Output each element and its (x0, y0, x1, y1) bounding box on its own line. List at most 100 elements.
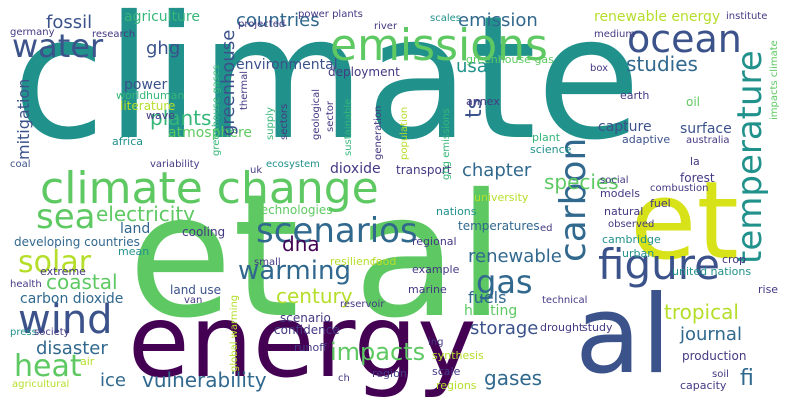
word-global-warming: global warming (229, 294, 240, 372)
word-box: box (590, 63, 609, 74)
word-ecosystem: ecosystem (266, 159, 320, 170)
word-nations: nations (436, 205, 477, 218)
word-example: example (412, 263, 460, 276)
word-fuels: fuels (468, 288, 507, 307)
word-gases: gases (484, 366, 543, 390)
word-cambridge: cambridge (602, 233, 661, 246)
word-carbon: carbon (553, 137, 594, 262)
word-dioxide: dioxide (330, 161, 381, 177)
word-fi: fi (740, 366, 754, 391)
word-resilience: resilience (330, 255, 383, 268)
word-medium: medium (594, 29, 636, 40)
word-et: et (630, 159, 739, 284)
word-research: research (92, 29, 136, 40)
word-power-plants: power plants (298, 9, 363, 20)
word-small: small (254, 257, 281, 268)
word-ed: ed (540, 223, 553, 234)
word-adaptive: adaptive (622, 133, 671, 146)
word-scales: scales (430, 13, 461, 24)
word-climate: climate (12, 0, 641, 178)
word-region: region (372, 367, 407, 380)
word-population: population (399, 106, 410, 160)
word-runoff: runoff (294, 341, 327, 354)
word-scenarios: scenarios (256, 211, 418, 251)
word-atmosphere: atmosphere (168, 125, 252, 141)
word-society: society (34, 327, 70, 338)
word-wave: wave (146, 109, 176, 122)
word-drought: drought (540, 321, 584, 334)
word-coastal: coastal (46, 270, 118, 294)
word-greenhouse-gas: greenhouse gas (466, 53, 554, 66)
word-van: van (184, 295, 203, 306)
word-regional: regional (412, 235, 457, 248)
word-australia: australia (686, 135, 730, 146)
word-rise: rise (758, 283, 779, 296)
word-greenhouse-gases: greenhouse gases (211, 64, 222, 156)
word-ing: ing (428, 337, 444, 348)
word-species: species (544, 170, 619, 194)
word-heat: heat (14, 349, 82, 384)
word-capture: capture (598, 119, 652, 135)
word-cooling: cooling (182, 225, 226, 239)
word-gas: gas (476, 263, 533, 301)
word-agricultural: agricultural (12, 379, 70, 390)
word-heating: heating (464, 303, 518, 319)
word-storage: storage (470, 318, 539, 339)
word-health: health (10, 279, 42, 290)
word-uk: uk (250, 165, 263, 176)
word-tropical: tropical (664, 300, 739, 324)
word-disaster: disaster (36, 338, 108, 359)
word-electricity: electricity (96, 202, 196, 226)
word-ch: ch (338, 373, 350, 384)
word-land-use: land use (170, 283, 221, 297)
word-ice: ice (100, 370, 126, 391)
word-geological: geological (311, 88, 322, 140)
word-power: power (124, 77, 168, 93)
word-press: press (10, 327, 37, 338)
word-figure: figure (598, 240, 720, 289)
word-surface: surface (680, 121, 732, 137)
word-water: water (12, 27, 104, 65)
word-urban: urban (622, 247, 655, 260)
word-fuel: fuel (650, 197, 671, 210)
word-capacity: capacity (680, 379, 727, 392)
word-soil: soil (712, 369, 729, 380)
word-plants: plants (150, 106, 212, 130)
word-scenario: scenario (280, 311, 331, 325)
word-reservoir: reservoir (340, 299, 385, 310)
word-marine: marine (408, 283, 447, 296)
word-greenhouse: greenhouse (218, 29, 239, 136)
word-projected: projected (238, 19, 286, 30)
word-journal: journal (680, 324, 742, 345)
word-climate-change: climate change (40, 163, 379, 214)
word-al: al (575, 273, 672, 398)
word-renewable-energy: renewable energy (594, 9, 721, 25)
word-deployment: deployment (328, 65, 400, 79)
word-crop: crop (722, 253, 747, 266)
word-land: land (120, 221, 151, 237)
word-combustion: combustion (650, 183, 709, 194)
word-extreme: extreme (40, 265, 86, 278)
word-usa: usa (456, 56, 488, 77)
word-ghg-emissions: ghg emissions (441, 108, 452, 180)
word-natural: natural (604, 205, 644, 218)
word-transport: transport (396, 163, 452, 177)
word-institute: institute (726, 11, 768, 22)
word-impacts: impacts (330, 338, 426, 366)
word-carbon-dioxide: carbon dioxide (20, 291, 124, 307)
word-confidence: confidence (274, 323, 340, 337)
word-thermal: thermal (239, 71, 250, 110)
word-agriculture: agriculture (124, 9, 200, 25)
word-environmental: environmental (236, 57, 338, 73)
word-study: study (582, 321, 613, 334)
word-technical: technical (542, 295, 588, 306)
word-synthesis: synthesis (432, 349, 484, 362)
word-variability: variability (150, 159, 200, 170)
word-sector: sector (325, 100, 336, 132)
word-developing-countries: developing countries (14, 235, 140, 249)
word-et-al: et al (128, 158, 505, 356)
word-social: social (600, 175, 629, 186)
word-fossil: fossil (46, 12, 93, 33)
word-production: production (682, 349, 747, 363)
word-century: century (276, 284, 353, 308)
